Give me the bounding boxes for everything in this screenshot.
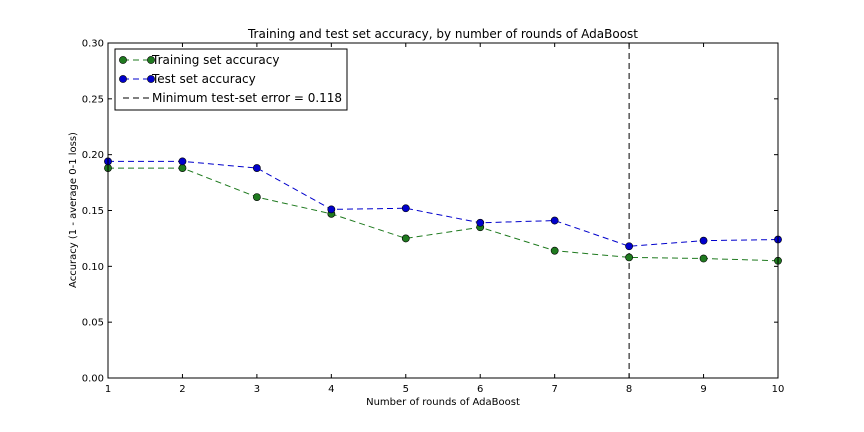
data-point bbox=[699, 236, 708, 245]
x-tick-label: 3 bbox=[254, 384, 260, 395]
y-tick-label: 0.25 bbox=[82, 94, 104, 105]
y-axis-label: Accuracy (1 - average 0-1 loss) bbox=[68, 132, 79, 288]
y-tick-label: 0.00 bbox=[82, 374, 104, 385]
data-point bbox=[178, 157, 187, 166]
y-tick-label: 0.30 bbox=[82, 39, 104, 50]
plot-frame bbox=[107, 42, 779, 379]
series-line-0 bbox=[108, 167, 779, 262]
legend-marker bbox=[147, 56, 155, 64]
legend-label: Test set accuracy bbox=[151, 72, 256, 86]
x-tick-label: 2 bbox=[179, 384, 185, 395]
data-point bbox=[625, 253, 634, 262]
data-point bbox=[550, 246, 559, 255]
legend-marker bbox=[147, 75, 155, 83]
data-point bbox=[476, 218, 485, 227]
plot-area: 0.00 0.05 0.10 0.15 0.20 0.25 0.30 1 2 3 4 5 6 7 8 9 10 bbox=[82, 39, 785, 396]
y-tick-label: 0.10 bbox=[82, 262, 104, 273]
legend-label: Training set accuracy bbox=[151, 53, 279, 67]
data-point bbox=[699, 254, 708, 263]
data-point bbox=[401, 234, 410, 243]
y-tick-label: 0.20 bbox=[82, 150, 104, 161]
legend-marker bbox=[119, 75, 127, 83]
data-point bbox=[178, 164, 187, 172]
legend-marker bbox=[119, 56, 127, 64]
x-tick-label: 7 bbox=[551, 384, 557, 395]
x-tick-label: 9 bbox=[700, 384, 706, 395]
y-tick-label: 0.05 bbox=[82, 318, 104, 329]
x-tick-label: 4 bbox=[328, 384, 334, 395]
data-point bbox=[550, 216, 559, 225]
chart-title: Training and test set accuracy, by numbe… bbox=[247, 27, 638, 41]
data-point bbox=[327, 205, 336, 214]
data-point bbox=[625, 242, 634, 251]
data-point bbox=[252, 164, 261, 172]
y-tick-label: 0.15 bbox=[82, 206, 104, 217]
legend-label: Minimum test-set error = 0.118 bbox=[152, 91, 342, 105]
legend: Training set accuracy Test set accuracy Mi… bbox=[114, 48, 348, 111]
data-point bbox=[252, 193, 261, 201]
series-line-1 bbox=[108, 160, 779, 247]
x-axis-label: Number of rounds of AdaBoost bbox=[366, 397, 520, 408]
x-tick-label: 10 bbox=[772, 384, 785, 395]
x-tick-label: 5 bbox=[403, 384, 409, 395]
x-tick-label: 6 bbox=[477, 384, 483, 395]
data-point bbox=[401, 204, 410, 213]
x-tick-label: 1 bbox=[105, 384, 111, 395]
x-tick-label: 8 bbox=[626, 384, 632, 395]
